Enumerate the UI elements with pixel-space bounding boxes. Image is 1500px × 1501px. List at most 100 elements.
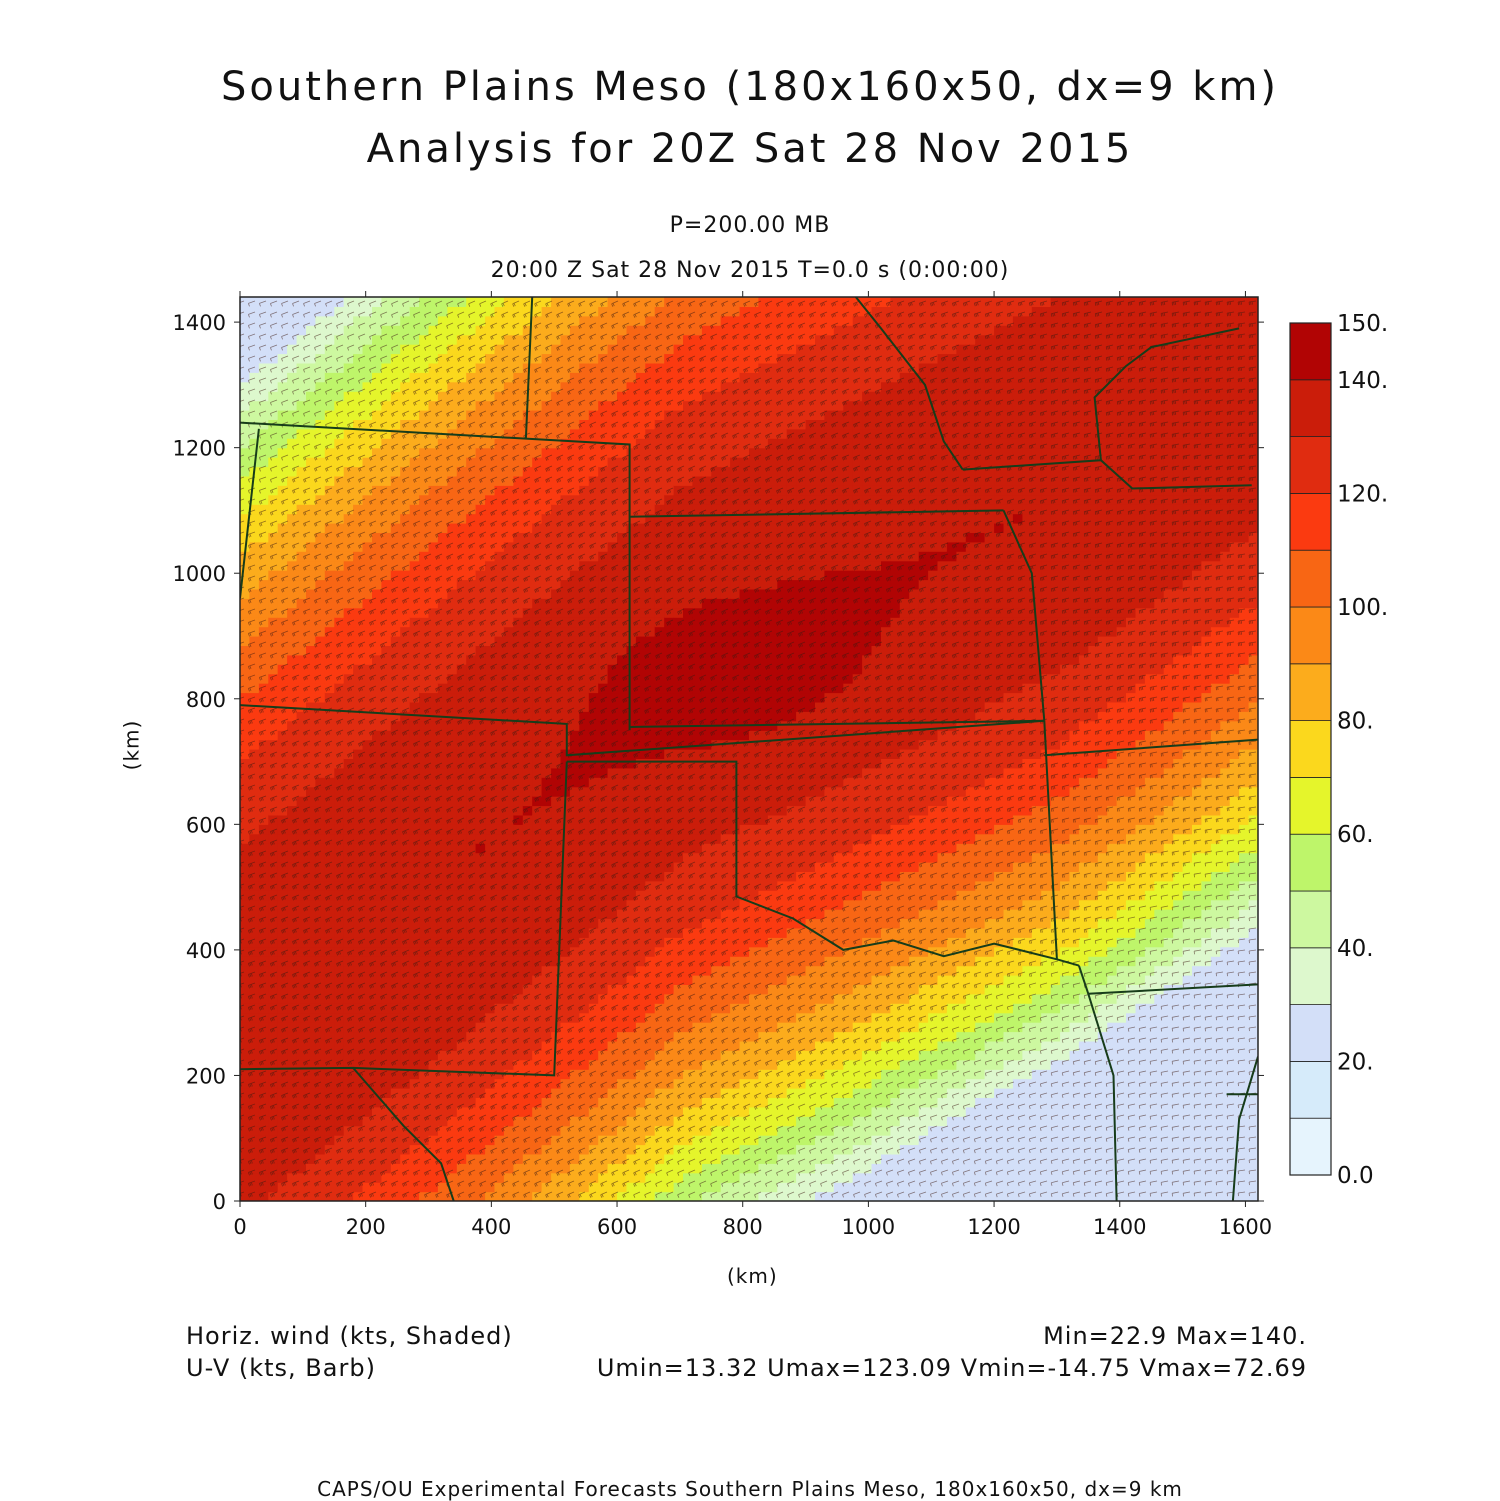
field-cell: [476, 438, 486, 448]
field-cell: [674, 1088, 684, 1098]
field-cell: [334, 297, 344, 307]
field-cell: [344, 372, 354, 382]
field-cell: [400, 589, 410, 599]
field-cell: [278, 1050, 288, 1060]
field-cell: [485, 542, 495, 552]
field-cell: [551, 363, 561, 373]
field-cell: [381, 834, 391, 844]
field-cell: [532, 504, 542, 514]
field-cell: [438, 796, 448, 806]
field-cell: [504, 683, 514, 693]
field-cell: [645, 382, 655, 392]
field-cell: [589, 1003, 599, 1013]
field-cell: [400, 900, 410, 910]
field-cell: [268, 363, 278, 373]
field-cell: [532, 354, 542, 364]
field-cell: [438, 1097, 448, 1107]
field-cell: [447, 335, 457, 345]
field-cell: [542, 890, 552, 900]
field-cell: [306, 1145, 316, 1155]
field-cell: [363, 306, 373, 316]
field-cell: [617, 429, 627, 439]
field-cell: [410, 438, 420, 448]
field-cell: [636, 843, 646, 853]
field-cell: [325, 984, 335, 994]
field-cell: [363, 580, 373, 590]
field-cell: [655, 966, 665, 976]
field-cell: [579, 919, 589, 929]
field-cell: [466, 448, 476, 458]
field-cell: [268, 627, 278, 637]
field-cell: [381, 1135, 391, 1145]
field-cell: [325, 1116, 335, 1126]
field-cell: [315, 514, 325, 524]
field-cell: [287, 843, 297, 853]
field-cell: [551, 871, 561, 881]
field-cell: [249, 570, 259, 580]
field-cell: [636, 1163, 646, 1173]
field-cell: [391, 1097, 401, 1107]
field-cell: [372, 796, 382, 806]
field-cell: [636, 401, 646, 411]
field-cell: [249, 297, 259, 307]
field-cell: [400, 787, 410, 797]
field-cell: [278, 674, 288, 684]
field-cell: [438, 702, 448, 712]
field-cell: [702, 1116, 712, 1126]
field-cell: [504, 843, 514, 853]
field-cell: [692, 655, 702, 665]
field-cell: [542, 306, 552, 316]
field-cell: [570, 354, 580, 364]
field-cell: [674, 824, 684, 834]
field-cell: [702, 335, 712, 345]
field-cell: [419, 495, 429, 505]
field-cell: [608, 1050, 618, 1060]
field-cell: [381, 721, 391, 731]
field-cell: [278, 589, 288, 599]
field-cell: [249, 580, 259, 590]
field-cell: [353, 335, 363, 345]
field-cell: [419, 645, 429, 655]
field-cell: [664, 335, 674, 345]
field-cell: [363, 871, 373, 881]
field-cell: [598, 834, 608, 844]
field-cell: [645, 1192, 655, 1202]
field-cell: [287, 758, 297, 768]
field-cell: [287, 627, 297, 637]
field-cell: [702, 749, 712, 759]
field-cell: [466, 419, 476, 429]
field-cell: [381, 335, 391, 345]
field-cell: [495, 787, 505, 797]
field-cell: [561, 523, 571, 533]
field-cell: [438, 617, 448, 627]
field-cell: [419, 542, 429, 552]
field-cell: [579, 504, 589, 514]
field-cell: [334, 580, 344, 590]
field-cell: [513, 419, 523, 429]
field-cell: [608, 937, 618, 947]
field-cell: [702, 372, 712, 382]
field-cell: [636, 1116, 646, 1126]
field-cell: [363, 391, 373, 401]
field-cell: [259, 589, 269, 599]
field-cell: [429, 928, 439, 938]
field-cell: [410, 1182, 420, 1192]
field-cell: [532, 372, 542, 382]
field-cell: [438, 664, 448, 674]
field-cell: [598, 485, 608, 495]
field-cell: [334, 627, 344, 637]
field-cell: [485, 523, 495, 533]
field-cell: [429, 325, 439, 335]
field-cell: [334, 495, 344, 505]
field-cell: [410, 542, 420, 552]
field-cell: [570, 1116, 580, 1126]
field-cell: [278, 306, 288, 316]
field-cell: [655, 947, 665, 957]
field-cell: [363, 1192, 373, 1202]
field-cell: [259, 824, 269, 834]
field-cell: [504, 664, 514, 674]
field-cell: [570, 551, 580, 561]
field-cell: [268, 570, 278, 580]
field-cell: [617, 1173, 627, 1183]
field-cell: [381, 438, 391, 448]
